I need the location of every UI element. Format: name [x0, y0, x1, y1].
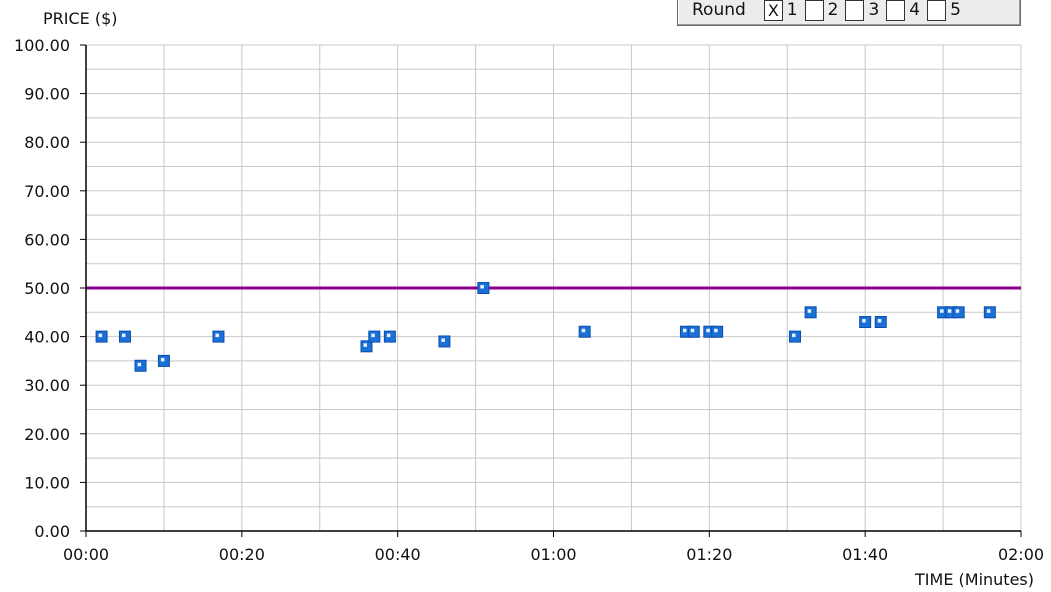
data-point-highlight: [807, 309, 812, 313]
data-point: [95, 330, 108, 343]
data-point: [687, 325, 700, 338]
y-tick-label: 10.00: [24, 473, 70, 492]
y-tick-label: 50.00: [24, 279, 70, 298]
round-option-label-1: 1: [786, 0, 798, 20]
data-point-highlight: [706, 328, 710, 333]
x-tick-labels: 00:00 00:20 00:40 01:00 01:20 01:40 02:00: [63, 545, 1044, 564]
round-option-label-2: 2: [827, 0, 839, 20]
data-point-highlight: [792, 333, 796, 338]
round-option-3[interactable]: 3: [845, 0, 879, 21]
data-point: [118, 330, 131, 343]
round-option-2[interactable]: 2: [804, 0, 839, 21]
data-point: [789, 330, 802, 343]
round-selector-label: Round: [692, 0, 746, 20]
data-point: [578, 325, 591, 338]
data-point: [212, 330, 225, 343]
data-point-highlight: [877, 319, 882, 323]
data-points: [95, 282, 996, 372]
data-point: [711, 325, 724, 338]
data-point-highlight: [986, 309, 991, 313]
y-tick-label: 70.00: [24, 182, 70, 201]
round-selector: Round X 1 2 3 4 5: [677, 0, 1021, 26]
round-option-label-3: 3: [868, 0, 880, 20]
x-tick-label: 00:40: [375, 545, 421, 564]
data-point-highlight: [386, 333, 391, 338]
data-point-highlight: [160, 357, 165, 362]
data-point-highlight: [714, 328, 718, 333]
round-option-label-5: 5: [950, 0, 961, 20]
data-point-highlight: [955, 309, 960, 313]
y-tick-label: 20.00: [24, 425, 70, 444]
x-tick-label: 01:40: [842, 545, 888, 564]
data-point-highlight: [137, 362, 142, 367]
x-axis-title: TIME (Minutes): [914, 570, 1034, 589]
x-tick-label: 01:00: [530, 545, 576, 564]
chart-axes: [80, 44, 1022, 537]
data-point-highlight: [690, 328, 695, 333]
data-point-highlight: [215, 333, 219, 338]
data-point-highlight: [121, 333, 126, 338]
y-tick-label: 60.00: [24, 230, 70, 249]
data-point-highlight: [682, 328, 687, 333]
data-point: [157, 354, 170, 367]
round-checkbox-3[interactable]: [845, 0, 865, 21]
round-option-label-4: 4: [909, 0, 921, 20]
data-point-highlight: [363, 343, 367, 347]
data-point-highlight: [371, 333, 375, 338]
data-point: [134, 359, 147, 372]
round-checkbox-5[interactable]: [927, 0, 947, 21]
y-tick-label: 0.00: [34, 522, 70, 541]
data-point: [477, 282, 490, 294]
round-option-5[interactable]: 5: [927, 0, 961, 21]
data-point-highlight: [441, 338, 445, 342]
round-option-1[interactable]: X 1: [763, 0, 798, 21]
data-point-highlight: [947, 309, 952, 313]
y-tick-label: 80.00: [24, 133, 70, 152]
y-tick-label: 100.00: [14, 36, 70, 55]
data-point-highlight: [581, 328, 586, 333]
round-checkbox-1[interactable]: X: [763, 0, 783, 21]
data-point-highlight: [98, 333, 103, 338]
data-point: [983, 306, 996, 319]
round-checkbox-2[interactable]: [804, 0, 824, 21]
data-point: [368, 330, 381, 343]
y-tick-label: 90.00: [24, 85, 70, 104]
data-point: [804, 306, 817, 319]
y-tick-labels: 0.00 10.00 20.00 30.00 40.00 50.00 60.00 70.00 8…: [14, 36, 70, 541]
y-tick-label: 30.00: [24, 376, 70, 395]
x-tick-label: 00:00: [63, 545, 109, 564]
data-point: [859, 316, 872, 329]
round-checkbox-4[interactable]: [886, 0, 906, 21]
data-point-highlight: [480, 285, 484, 289]
data-point: [438, 335, 451, 348]
data-point: [383, 330, 396, 343]
y-tick-label: 40.00: [24, 328, 70, 347]
data-point: [360, 340, 373, 353]
y-axis-title: PRICE ($): [43, 9, 118, 28]
x-tick-label: 00:20: [219, 545, 265, 564]
data-point-highlight: [940, 309, 944, 313]
data-point: [874, 316, 887, 329]
round-option-4[interactable]: 4: [886, 0, 920, 21]
x-tick-label: 02:00: [998, 545, 1044, 564]
data-point-highlight: [862, 319, 866, 323]
data-point: [952, 306, 965, 319]
x-tick-label: 01:20: [686, 545, 732, 564]
